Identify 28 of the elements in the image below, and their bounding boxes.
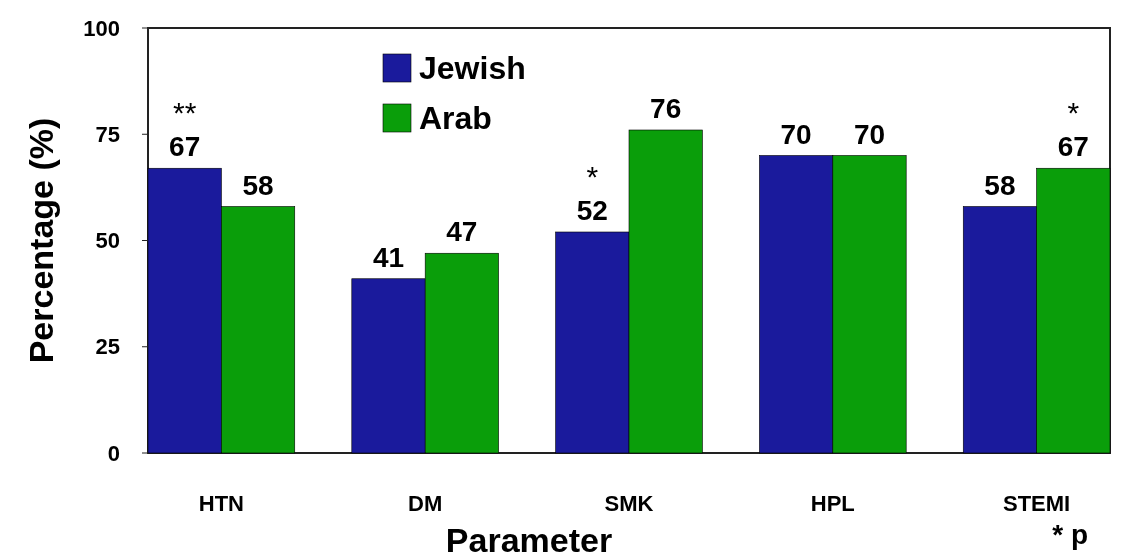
x-tick-label: HTN [198,491,244,516]
data-label: 67 [169,131,201,163]
data-label: 76 [650,93,682,124]
x-tick-label: DM [408,491,443,516]
data-label: 41 [372,241,405,273]
legend-label: Arab [419,100,492,137]
annotation: * [1067,96,1080,130]
data-label: 58 [242,169,274,201]
text: * p [1052,519,1088,550]
y-tick-label: 0 [107,440,120,466]
x-tick-label: STEMI [1003,491,1071,516]
data-label: 70 [780,118,812,150]
y-tick-label: 50 [95,228,120,254]
y-axis-title: Percentage (%) [22,117,60,364]
annotation: * [586,160,599,193]
data-label: 47 [446,216,478,248]
legend-label: Jewish [419,50,526,87]
y-tick-label: 75 [95,121,120,147]
x-tick-label: HPL [810,491,855,516]
y-tick-label: 100 [83,15,120,41]
data-label: 58 [984,169,1016,201]
x-tick-label: SMK [604,491,654,516]
data-label: 70 [853,118,886,150]
data-label: 52 [576,195,608,226]
x-axis-title: Parameter [445,521,613,559]
data-label: 67 [1057,131,1089,163]
annotation: ** [173,96,197,130]
y-tick-label: 25 [95,334,120,360]
